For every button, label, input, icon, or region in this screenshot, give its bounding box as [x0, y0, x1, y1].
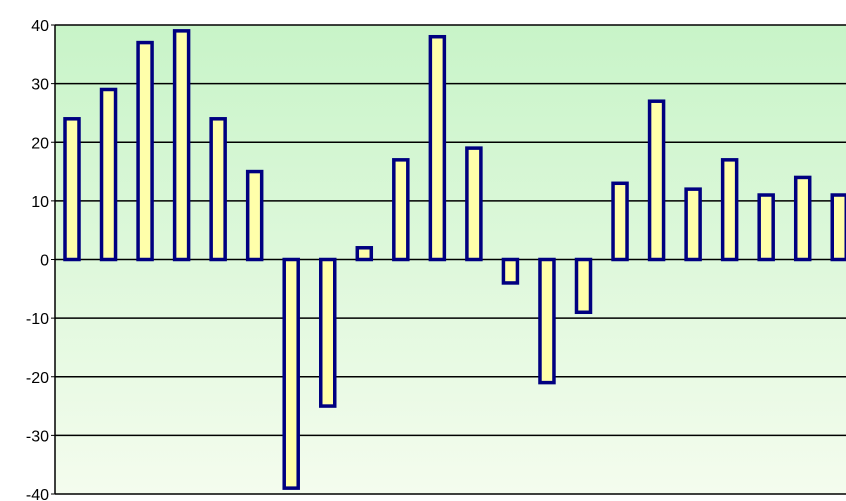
bar: [319, 257, 337, 408]
bar: [99, 87, 118, 262]
bar: [720, 158, 739, 262]
y-tick-label: 40: [31, 18, 49, 35]
bar: [63, 117, 81, 262]
bar: [611, 181, 629, 262]
bar: [392, 158, 410, 262]
y-tick-label: 30: [31, 77, 49, 94]
bar: [684, 187, 702, 262]
bar: [465, 146, 483, 262]
bar: [282, 257, 300, 490]
y-tick-label: 10: [31, 194, 49, 211]
bar: [501, 257, 520, 285]
y-tick-label: -40: [26, 487, 49, 501]
bar: [757, 193, 775, 262]
axes: [54, 25, 846, 495]
bar: [209, 117, 227, 262]
y-tick-label: 0: [40, 253, 49, 270]
bar: [428, 34, 447, 262]
bar: [830, 193, 846, 262]
bar: [574, 257, 593, 315]
bar: [538, 257, 556, 385]
bar: [793, 175, 812, 262]
y-tick-labels: 40 30 20 10 0 -10 -20 -30 -40: [26, 18, 49, 501]
bars: [63, 29, 846, 490]
bar: [355, 246, 374, 262]
bar: [172, 29, 191, 262]
bar: [136, 40, 154, 262]
y-tick-label: 20: [31, 135, 49, 152]
y-tick-label: -10: [26, 311, 49, 328]
bar: [647, 99, 666, 262]
bar: [245, 169, 264, 262]
y-tick-label: -20: [26, 370, 49, 387]
y-tick-label: -30: [26, 428, 49, 445]
